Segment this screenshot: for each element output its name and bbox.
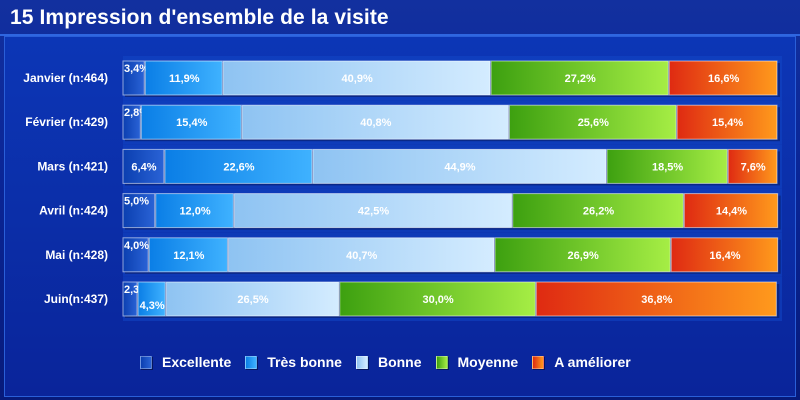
bar-segment-excellente (122, 193, 156, 229)
legend-swatch (355, 355, 368, 369)
data-label: 26,5% (237, 294, 268, 306)
bar-segment-a-am-liorer (670, 237, 779, 273)
data-label: 3,4% (124, 63, 149, 75)
data-label: 44,9% (444, 161, 475, 173)
legend-item: Très bonne (245, 354, 342, 370)
bar-segment-excellente (122, 60, 145, 96)
category-label: Mars (n:421) (37, 159, 108, 173)
bar-segment-a-am-liorer (676, 104, 778, 140)
category-label: Avril (n:424) (39, 204, 108, 218)
bar-segment-a-am-liorer (535, 281, 777, 317)
bar-segment-excellente (122, 148, 165, 184)
data-label: 6,4% (131, 161, 156, 173)
data-label: 4,0% (124, 240, 149, 252)
data-label: 11,9% (169, 73, 200, 85)
data-label: 42,5% (358, 206, 389, 218)
data-label: 12,1% (173, 250, 204, 262)
bar-segment-a-am-liorer (683, 193, 779, 229)
bar-segment-bonne (241, 104, 509, 140)
legend-swatch (245, 355, 258, 369)
bar-segment-tr-s-bonne (155, 193, 234, 229)
legend-label: Très bonne (267, 354, 342, 370)
data-label: 15,4% (176, 117, 207, 129)
data-label: 4,3% (140, 300, 165, 312)
data-label: 5,0% (124, 196, 149, 208)
bar-segment-tr-s-bonne (164, 148, 313, 184)
bar-segment-bonne (227, 237, 495, 273)
bar-segment-a-am-liorer (727, 148, 778, 184)
legend-item: A améliorer (532, 354, 631, 370)
bar-segment-moyenne (339, 281, 536, 317)
bar-segment-tr-s-bonne (137, 281, 166, 317)
legend-item: Excellente (140, 354, 231, 370)
data-label: 16,6% (708, 73, 739, 85)
legend-swatch (140, 355, 152, 369)
legend-item: Moyenne (435, 354, 519, 370)
data-label: 36,8% (641, 294, 672, 306)
legend-label: Excellente (162, 354, 232, 370)
bar-segment-moyenne (606, 148, 728, 184)
data-label: 7,6% (741, 161, 766, 173)
bar-segment-bonne (233, 193, 513, 229)
data-label: 16,4% (709, 250, 740, 262)
legend-item: Bonne (355, 354, 422, 370)
bar-segment-tr-s-bonne (148, 237, 228, 273)
data-label: 15,4% (712, 117, 743, 129)
category-label: Mai (n:428) (45, 248, 108, 262)
bar-segment-moyenne (490, 60, 669, 96)
bar-segment-moyenne (494, 237, 671, 273)
bar-segment-bonne (222, 60, 491, 96)
data-label: 12,0% (179, 206, 210, 218)
data-label: 40,8% (360, 117, 391, 129)
bar-segment-moyenne (512, 193, 684, 229)
bar-segment-excellente (122, 237, 149, 273)
chart-legend: Excellente Très bonne Bonne Moyenne A amélio… (140, 352, 631, 372)
bar-segment-tr-s-bonne (144, 60, 223, 96)
bar-segment-tr-s-bonne (140, 104, 242, 140)
legend-label: Bonne (377, 354, 422, 370)
category-label: Février (n:429) (25, 115, 108, 129)
legend-label: A améliorer (554, 354, 631, 370)
data-label: 27,2% (565, 73, 596, 85)
bar-segment-excellente (122, 281, 138, 317)
data-label: 26,9% (568, 250, 599, 262)
data-label: 22,6% (223, 161, 254, 173)
data-label: 40,7% (346, 250, 377, 262)
legend-swatch (435, 355, 448, 369)
bar-segment-moyenne (508, 104, 677, 140)
chart-title: 15 Impression d'ensemble de la visite (10, 6, 389, 29)
data-label: 14,4% (716, 206, 747, 218)
data-label: 18,5% (652, 161, 683, 173)
category-label: Juin(n:437) (44, 292, 108, 306)
data-label: 25,6% (578, 117, 609, 129)
data-label: 40,9% (342, 73, 373, 85)
legend-label: Moyenne (457, 354, 519, 370)
category-label: Janvier (n:464) (23, 71, 108, 85)
bar-segment-a-am-liorer (668, 60, 778, 96)
bar-segment-excellente (122, 104, 141, 140)
data-label: 30,0% (422, 294, 453, 306)
legend-swatch (532, 355, 545, 369)
data-label: 26,2% (583, 206, 614, 218)
bar-segment-bonne (165, 281, 340, 317)
title-divider (0, 34, 800, 36)
bar-segment-bonne (312, 148, 607, 184)
